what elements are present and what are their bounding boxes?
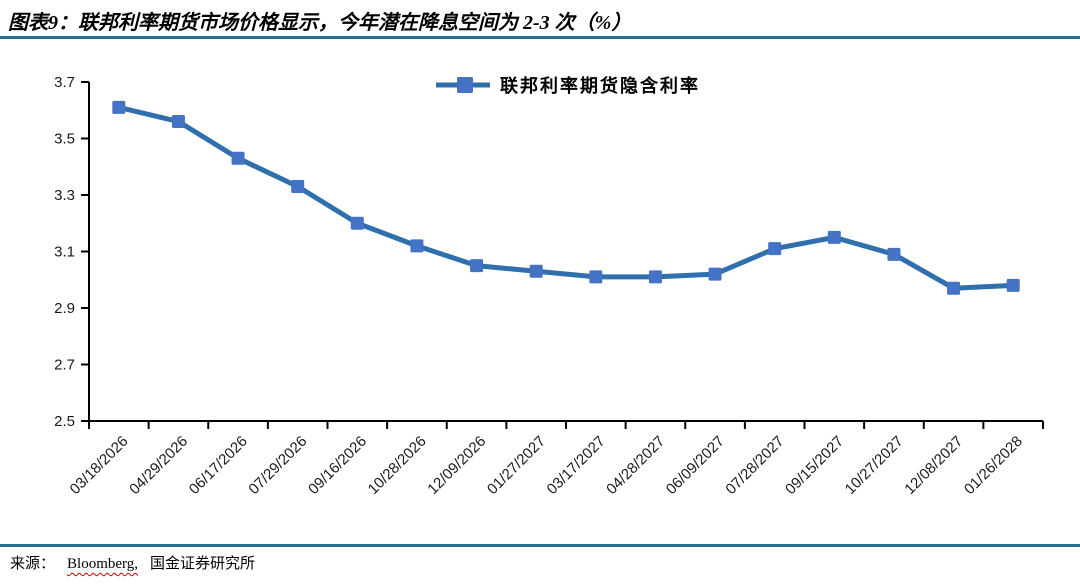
source-label: 来源：	[10, 556, 56, 572]
x-axis-label: 07/28/2027	[722, 433, 787, 498]
data-point-marker	[589, 270, 603, 284]
data-point-marker	[648, 270, 662, 284]
x-axis-label: 03/18/2026	[67, 433, 132, 498]
x-axis-label: 04/29/2026	[126, 433, 191, 498]
accent-rule-bottom	[0, 544, 1080, 547]
data-point-marker	[410, 239, 424, 253]
source-org: 国金证券研究所	[150, 556, 256, 572]
x-axis-label: 01/26/2028	[961, 433, 1026, 498]
legend-marker	[457, 77, 473, 93]
data-point-marker	[350, 216, 364, 230]
data-point-marker	[1006, 278, 1020, 292]
y-axis-label: 2.9	[54, 300, 75, 317]
y-axis-label: 2.7	[54, 357, 75, 374]
x-axis-label: 10/28/2026	[365, 433, 430, 498]
data-point-marker	[529, 264, 543, 278]
data-point-marker	[768, 242, 782, 256]
data-point-marker	[112, 100, 126, 114]
data-point-marker	[887, 247, 901, 261]
accent-rule-top	[0, 36, 1080, 39]
data-point-marker	[947, 281, 961, 295]
y-axis-label: 3.5	[54, 131, 75, 148]
y-axis-label: 2.5	[54, 413, 75, 430]
data-point-marker	[231, 151, 245, 165]
source-bloomberg: Bloomberg,	[67, 556, 138, 572]
y-axis-label: 3.1	[54, 244, 75, 261]
data-point-marker	[470, 259, 484, 273]
y-axis-label: 3.7	[54, 74, 75, 91]
x-axis-label: 01/27/2027	[484, 433, 549, 498]
x-axis-label: 09/16/2026	[305, 433, 370, 498]
x-axis-label: 12/08/2027	[901, 433, 966, 498]
data-point-marker	[291, 180, 305, 194]
x-axis-label: 09/15/2027	[782, 433, 847, 498]
data-point-marker	[171, 115, 185, 129]
data-point-marker	[827, 230, 841, 244]
x-axis-label: 03/17/2027	[544, 433, 609, 498]
data-point-marker	[708, 267, 722, 281]
chart-title: 图表9：联邦利率期货市场价格显示，今年潜在降息空间为 2-3 次（%）	[8, 12, 632, 34]
x-axis-label: 06/09/2027	[663, 433, 728, 498]
y-axis-label: 3.3	[54, 187, 75, 204]
legend-label: 联邦利率期货隐含利率	[500, 75, 700, 96]
x-axis-label: 12/09/2026	[424, 433, 489, 498]
x-axis-label: 04/28/2027	[603, 433, 668, 498]
source-line: 来源： Bloomberg, 国金证券研究所	[10, 552, 255, 573]
series-line	[116, 104, 1016, 291]
x-axis-label: 10/27/2027	[842, 433, 907, 498]
x-axis-label: 06/17/2026	[186, 433, 251, 498]
x-axis-label: 07/29/2026	[245, 433, 310, 498]
